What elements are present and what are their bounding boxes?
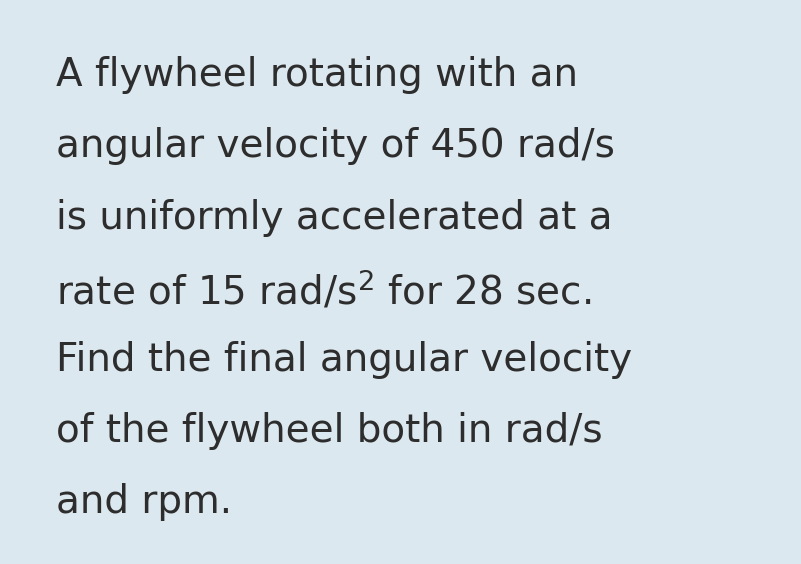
Text: angular velocity of 450 rad/s: angular velocity of 450 rad/s xyxy=(56,127,615,165)
Text: rate of 15 rad/s$^{2}$ for 28 sec.: rate of 15 rad/s$^{2}$ for 28 sec. xyxy=(56,270,591,312)
Text: Find the final angular velocity: Find the final angular velocity xyxy=(56,341,632,378)
Text: of the flywheel both in rad/s: of the flywheel both in rad/s xyxy=(56,412,602,450)
Text: and rpm.: and rpm. xyxy=(56,483,232,521)
Text: A flywheel rotating with an: A flywheel rotating with an xyxy=(56,56,578,94)
Text: is uniformly accelerated at a: is uniformly accelerated at a xyxy=(56,199,613,236)
